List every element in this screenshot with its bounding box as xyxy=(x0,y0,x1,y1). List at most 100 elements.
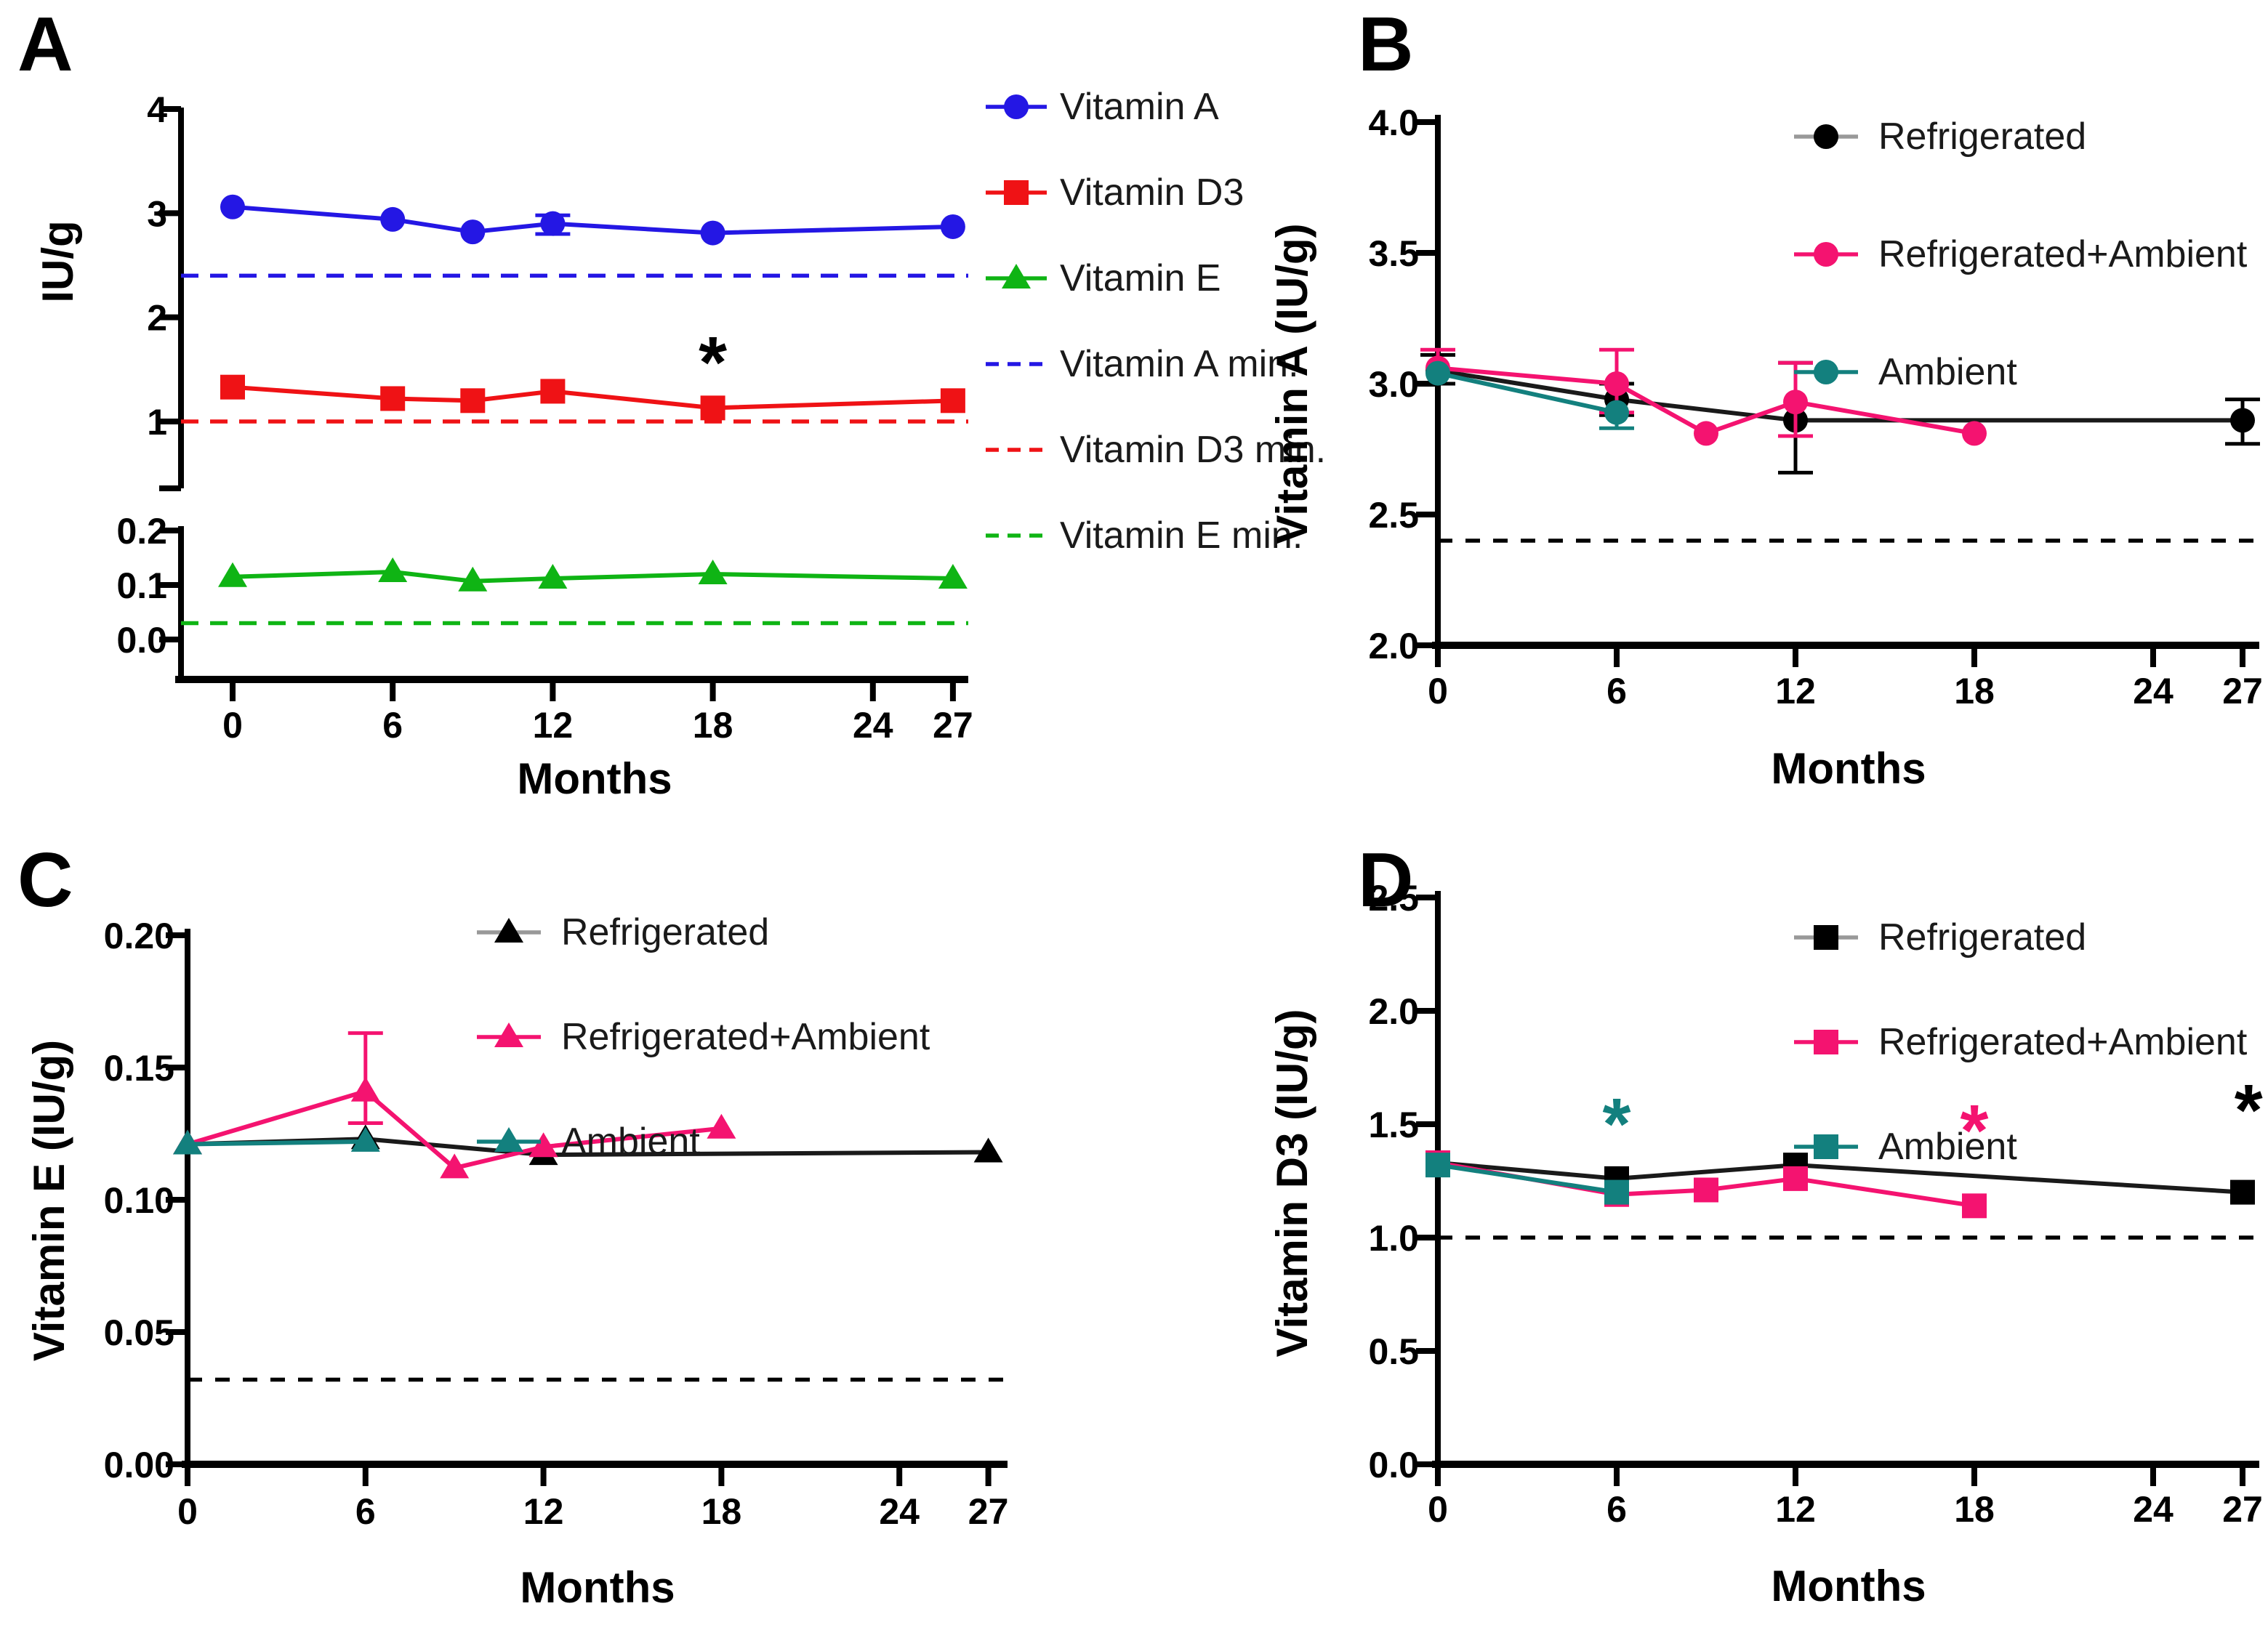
legend-item-ambient: Ambient xyxy=(477,1121,700,1163)
x-tick-label: 18 xyxy=(693,705,733,746)
data-point-marker xyxy=(460,219,486,245)
panel-label-a: A xyxy=(17,1,73,87)
data-point-marker xyxy=(1962,1193,1987,1219)
x-tick-label: 24 xyxy=(853,705,893,746)
significance-asterisk: * xyxy=(1961,1090,1989,1171)
data-point-marker xyxy=(1002,264,1031,289)
y-tick-label: 3.5 xyxy=(1368,233,1419,274)
data-point-marker xyxy=(973,1137,1003,1163)
significance-asterisk: * xyxy=(1603,1084,1631,1165)
series-refrigerated xyxy=(1425,1150,2255,1205)
x-tick-label: 0 xyxy=(177,1491,198,1532)
y-tick-label: 3.0 xyxy=(1368,364,1419,405)
data-point-marker xyxy=(380,386,406,411)
legend-item-vitamin-d3: Vitamin D3 xyxy=(986,172,1244,214)
data-point-marker xyxy=(1425,1153,1450,1178)
y-tick-label: 1.0 xyxy=(1368,1218,1419,1259)
series-vitamin-e-line xyxy=(232,569,953,584)
x-tick-label: 12 xyxy=(1775,671,1816,711)
axes xyxy=(159,106,968,701)
data-point-marker xyxy=(1604,1179,1629,1205)
legend-item-ambient: Ambient xyxy=(1794,351,2017,393)
x-tick-label: 27 xyxy=(933,705,973,746)
x-tick-label: 6 xyxy=(382,705,403,746)
data-point-marker xyxy=(2230,408,2255,433)
y-tick-label: 0.15 xyxy=(104,1048,174,1089)
legend-label: Refrigerated xyxy=(1878,116,2086,158)
y-tick-label: 0.0 xyxy=(1368,1445,1419,1485)
legend-item-refrigerated-ambient: Refrigerated+Ambient xyxy=(1794,1021,2248,1063)
data-point-marker xyxy=(540,211,566,236)
series-ambient-line xyxy=(1437,1163,1617,1195)
series-ambient-line xyxy=(187,1139,366,1147)
data-point-marker xyxy=(940,388,965,413)
legend-item-refrigerated: Refrigerated xyxy=(477,911,769,953)
data-point-marker xyxy=(220,194,245,219)
y-tick-label: 2.0 xyxy=(1368,626,1419,666)
data-point-marker xyxy=(494,1022,523,1047)
legend-item-refrigerated-ambient: Refrigerated+Ambient xyxy=(1794,233,2248,275)
legend-panel-a: Vitamin A Vitamin D3 Vitamin E Vitamin A mi… xyxy=(986,86,1326,557)
legend-item-refrigerated: Refrigerated xyxy=(1794,116,2086,158)
y-tick-label: 0.10 xyxy=(104,1180,174,1221)
x-tick-label: 18 xyxy=(1954,671,1995,711)
y-tick-label: 2.5 xyxy=(1368,495,1419,536)
x-tick-label: 24 xyxy=(879,1491,920,1532)
data-point-marker xyxy=(938,564,968,589)
legend-label: Vitamin E min. xyxy=(1060,515,1303,557)
legend-panel-c: Refrigerated Refrigerated+Ambient Ambient xyxy=(477,911,930,1163)
data-point-marker xyxy=(698,560,728,584)
significance-asterisk: * xyxy=(699,322,727,403)
data-point-marker xyxy=(218,562,247,587)
series-ambient-line xyxy=(1437,371,1617,415)
legend-label: Refrigerated+Ambient xyxy=(561,1016,930,1058)
data-point-marker xyxy=(1814,1134,1838,1159)
legend-panel-b: Refrigerated Refrigerated+Ambient Ambient xyxy=(1794,116,2248,393)
y-tick-label: 3 xyxy=(147,193,167,234)
data-point-marker xyxy=(440,1153,470,1179)
x-axis-title: Months xyxy=(1771,1562,1926,1610)
data-point-marker xyxy=(494,918,523,943)
x-tick-label: 6 xyxy=(1606,671,1627,711)
legend-label: Refrigerated+Ambient xyxy=(1878,233,2248,275)
y-axis-title: Vitamin E (IU/g) xyxy=(25,1040,73,1361)
series-ambient xyxy=(173,1126,380,1155)
y-tick-label: 1.5 xyxy=(1368,1105,1419,1145)
data-point-marker xyxy=(458,566,488,592)
axes xyxy=(1416,891,2259,1486)
x-tick-label: 24 xyxy=(2133,1489,2174,1530)
data-point-marker xyxy=(1004,180,1029,205)
x-tick-label: 6 xyxy=(1606,1489,1627,1530)
data-point-marker xyxy=(1425,360,1450,386)
series-vitamin-d3 xyxy=(220,374,965,421)
x-tick-label: 12 xyxy=(1775,1489,1816,1530)
data-point-marker xyxy=(460,388,486,413)
data-point-marker xyxy=(1814,925,1838,950)
panel-label-b: B xyxy=(1358,1,1414,87)
y-tick-label: 0.2 xyxy=(116,511,167,552)
x-tick-label: 27 xyxy=(2222,671,2263,711)
legend-label: Vitamin D3 xyxy=(1060,172,1244,214)
data-point-marker xyxy=(378,557,408,582)
axes xyxy=(166,929,1008,1486)
series-ambient xyxy=(1425,1153,1629,1205)
data-point-marker xyxy=(380,206,406,232)
series-refrigerated-line xyxy=(1437,1161,2243,1195)
series-vitamin-a xyxy=(220,194,965,246)
y-tick-label: 1 xyxy=(147,402,167,443)
x-tick-label: 18 xyxy=(701,1491,742,1532)
legend-item-refrigerated-ambient: Refrigerated+Ambient xyxy=(477,1016,930,1058)
data-point-marker xyxy=(1694,421,1718,446)
data-point-marker xyxy=(700,395,725,421)
legend-item-vitamin-d3-min: Vitamin D3 min. xyxy=(986,429,1326,471)
y-axis-title: Vitamin D3 (IU/g) xyxy=(1268,1009,1316,1357)
legend-item-vitamin-a: Vitamin A xyxy=(986,86,1219,128)
x-tick-label: 18 xyxy=(1954,1489,1995,1530)
data-point-marker xyxy=(350,1076,380,1102)
data-point-marker xyxy=(1694,1177,1718,1203)
data-point-marker xyxy=(707,1113,736,1139)
data-point-marker xyxy=(1604,400,1629,425)
data-point-marker xyxy=(528,1132,558,1158)
data-point-marker xyxy=(1783,1166,1808,1191)
y-tick-label: 4 xyxy=(147,89,167,130)
